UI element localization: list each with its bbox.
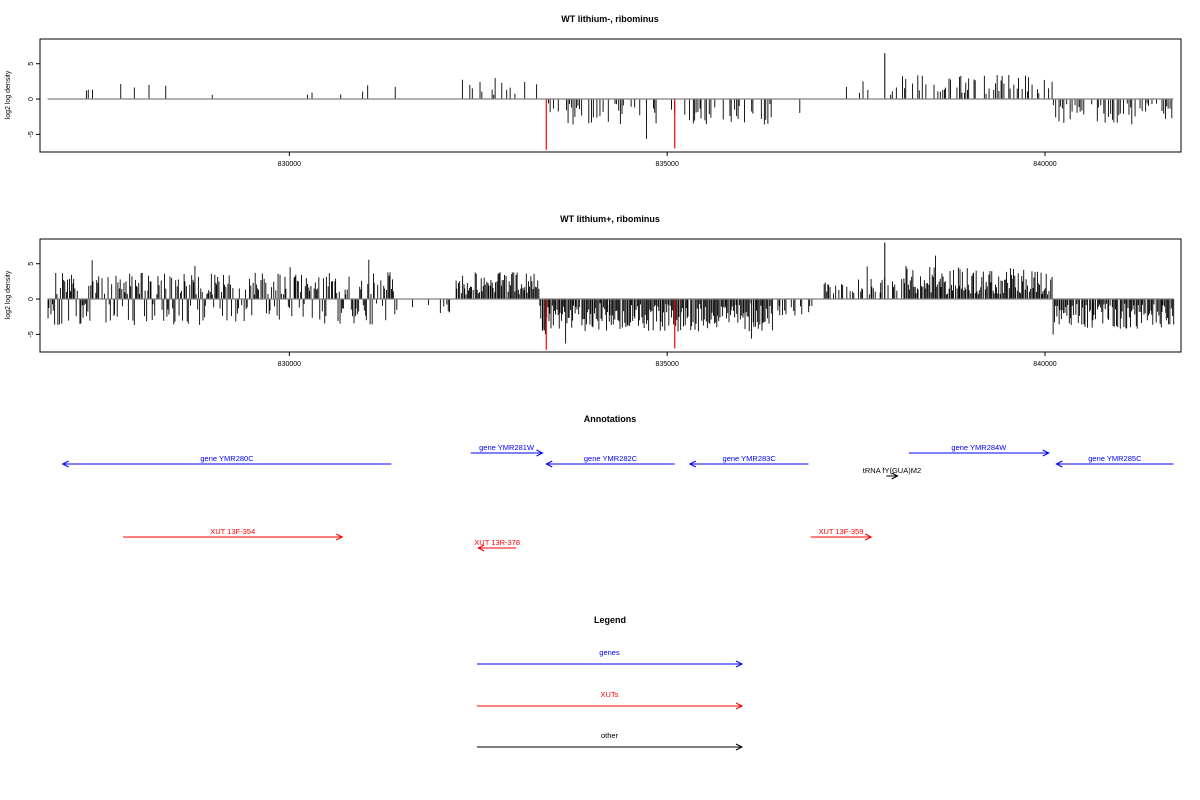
x-tick-label: 840000 [1033,161,1056,168]
arrow-head-icon [536,449,544,457]
feature-gene: gene YMR283C [688,454,809,468]
feature-label: XUT 13F-359 [819,527,864,536]
y-axis-label: log2 log density [5,270,12,319]
coverage-panel-lithium-minus: WT lithium-, ribominus log2 log density … [5,14,1182,168]
axes: 830000 835000 840000 -5 0 5 [28,62,1174,168]
x-tick-label: 835000 [655,161,678,168]
chart-title: WT lithium-, ribominus [561,14,659,24]
y-tick-label: 0 [28,297,35,301]
arrow-head-icon [735,743,744,751]
x-tick-label: 830000 [278,361,301,368]
arrow-head-icon [735,702,744,710]
legend-label: XUTs [601,690,619,699]
chart-title: WT lithium+, ribominus [560,214,660,224]
feature-label: gene YMR285C [1088,454,1142,463]
feature-gene: gene YMR281W [470,443,544,457]
feature-other: tRNA fY(GUA)M2 [863,466,921,480]
feature-label: XUT 13F-354 [210,527,255,536]
feature-label: gene YMR283C [723,454,777,463]
legend-label: other [601,731,619,740]
feature-xut: XUT 13F-359 [810,527,873,541]
y-tick-label: 5 [28,62,35,66]
feature-arrows: gene YMR280C gene YMR281W gene YMR282C gene… [61,443,1174,552]
legend-title: Legend [594,615,626,625]
arrow-head-icon [1055,460,1063,468]
annotations-title: Annotations [584,414,637,424]
arrow-head-icon [545,460,553,468]
legend-item-other: other [477,731,744,751]
feature-gene: gene YMR282C [545,454,675,468]
arrow-head-icon [61,460,69,468]
arrow-head-icon [1042,449,1050,457]
legend-item-gene: genes [477,648,744,668]
bar-series [47,242,1175,350]
y-tick-label: 5 [28,262,35,266]
feature-label: gene YMR284W [951,443,1007,452]
arrow-head-icon [735,660,744,668]
feature-label: gene YMR280C [200,454,254,463]
arrow-head-icon [477,544,485,552]
feature-label: XUT 13R-378 [474,538,520,547]
arrow-head-icon [688,460,697,468]
feature-xut: XUT 13R-378 [474,538,520,552]
feature-label: gene YMR281W [479,443,535,452]
y-axis-label: log2 log density [5,70,12,119]
legend-items: genes XUTs other [477,648,744,751]
feature-gene: gene YMR280C [61,454,392,468]
x-tick-label: 840000 [1033,361,1056,368]
feature-gene: gene YMR285C [1055,454,1174,468]
feature-xut: XUT 13F-354 [123,527,344,541]
feature-gene: gene YMR284W [908,443,1050,457]
legend: Legend genes XUTs other [477,615,744,751]
feature-label: gene YMR282C [584,454,638,463]
legend-label: genes [599,648,620,657]
x-tick-label: 835000 [655,361,678,368]
x-tick-label: 830000 [278,161,301,168]
axes: 830000 835000 840000 -5 0 5 [28,262,1174,368]
y-tick-label: 0 [28,97,35,101]
feature-label: tRNA fY(GUA)M2 [863,466,921,475]
arrow-head-icon [336,533,344,541]
coverage-panel-lithium-plus: WT lithium+, ribominus log2 log density … [5,214,1182,368]
legend-item-xut: XUTs [477,690,744,710]
y-tick-label: -5 [28,331,35,337]
bar-series [85,53,1173,150]
y-tick-label: -5 [28,131,35,137]
arrow-head-icon [864,533,873,541]
arrow-head-icon [891,472,899,480]
